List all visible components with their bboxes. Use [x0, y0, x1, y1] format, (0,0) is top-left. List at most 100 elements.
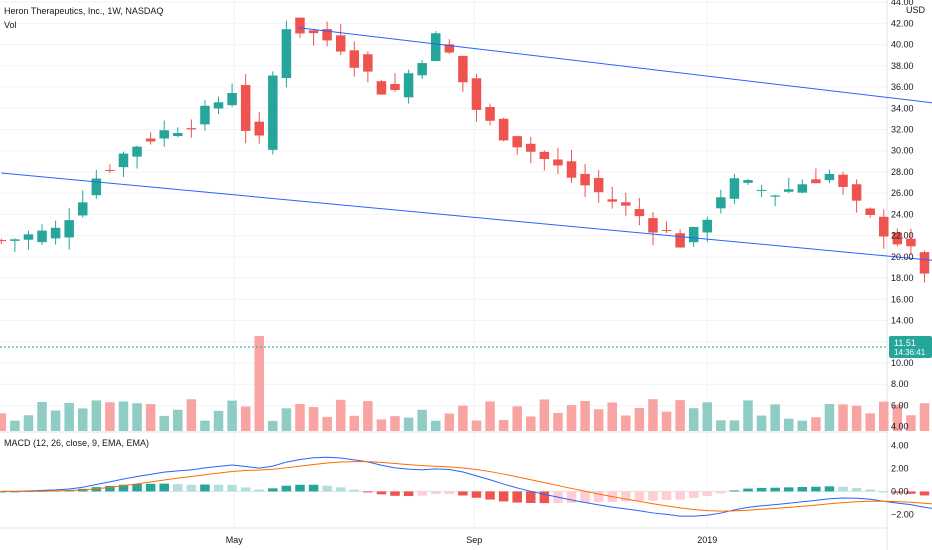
candle-body — [254, 121, 265, 136]
bar-countdown: 14:36:41 — [894, 348, 926, 357]
candle-body — [403, 73, 414, 98]
candle-body — [417, 63, 427, 76]
candle-body — [322, 29, 332, 41]
candle-body — [37, 230, 47, 243]
volume-bar — [268, 420, 278, 431]
macd-histogram-bar — [770, 487, 780, 492]
volume-bar — [132, 403, 142, 431]
candle-body — [390, 83, 400, 91]
candle-body — [430, 33, 441, 62]
trendline-upper — [297, 27, 932, 104]
volume-bar — [335, 399, 346, 431]
volume-bar — [485, 401, 495, 431]
volume-bar — [526, 416, 536, 431]
candle-body — [349, 50, 360, 68]
volume-bar — [607, 402, 617, 431]
price-tick-label: 38.00 — [891, 61, 914, 71]
macd-tick-label: 2.00 — [891, 464, 909, 474]
candle-body — [553, 159, 563, 166]
volume-bar — [213, 410, 224, 431]
volume-bar — [783, 418, 794, 431]
candle-body — [173, 133, 183, 137]
candle-body — [227, 93, 237, 106]
candle-body — [91, 178, 102, 196]
volume-bar — [64, 402, 74, 431]
candle-body — [661, 230, 672, 232]
macd-histogram-bar — [526, 491, 536, 504]
macd-histogram-bar — [621, 491, 631, 502]
candle-body — [50, 227, 61, 239]
price-tick-label: 44.00 — [891, 0, 914, 7]
macd-histogram-bar — [634, 491, 645, 501]
price-tick-label: 20.00 — [891, 252, 914, 262]
candle-body — [648, 218, 658, 233]
macd-tick-label: 0.00 — [891, 486, 909, 496]
candle-body — [824, 173, 835, 181]
volume-bar — [105, 402, 115, 431]
candle-body — [118, 153, 129, 168]
macd-histogram-bar — [145, 483, 156, 492]
candle-body — [607, 199, 617, 202]
candle-body — [145, 138, 156, 142]
macd-histogram-bar — [797, 486, 808, 492]
macd-histogram-bar — [132, 484, 142, 492]
candles — [0, 17, 930, 348]
macd-histogram-bar — [200, 484, 210, 492]
macd-label: MACD (12, 26, close, 9, EMA, EMA) — [4, 438, 149, 448]
macd-histogram-bar — [417, 491, 427, 496]
macd-histogram-bar — [485, 491, 495, 500]
macd-histogram-bar — [580, 491, 590, 503]
volume-bar — [186, 399, 197, 431]
candle-body — [811, 179, 821, 184]
macd-histogram-bar — [675, 491, 685, 500]
candle-body — [621, 202, 631, 206]
signal-line — [1, 461, 932, 512]
volume-bar — [145, 404, 156, 431]
candle-body — [0, 240, 7, 242]
macd-histogram-bar — [471, 491, 482, 498]
macd-histogram-bar — [281, 485, 292, 492]
price-tick-label: 10.00 — [891, 358, 914, 368]
volume-bar — [566, 405, 577, 431]
volume-bar — [363, 401, 373, 431]
volume-bar — [78, 408, 88, 431]
price-tick-label: 4.00 — [891, 422, 909, 432]
candle-body — [634, 209, 645, 217]
volume-bar — [716, 420, 726, 431]
candle-body — [566, 161, 577, 178]
macd-histogram-bar — [240, 487, 251, 492]
macd-histogram-bar — [213, 484, 224, 492]
macd-histogram-bar — [227, 484, 237, 492]
volume-bar — [661, 411, 672, 431]
volume-bar — [430, 420, 441, 431]
candle-body — [838, 174, 848, 187]
candle-body — [105, 169, 115, 171]
volume-bar — [349, 415, 360, 431]
price-tick-label: 36.00 — [891, 82, 914, 92]
volume-bar — [553, 412, 563, 431]
macd-histogram-bar — [539, 491, 550, 504]
candle-body — [240, 85, 251, 131]
volume-bar — [295, 404, 305, 431]
volume-bar — [756, 415, 767, 431]
volume-bar — [498, 419, 509, 431]
volume-bar — [743, 400, 753, 431]
candle-body — [498, 118, 509, 141]
price-tick-label: 34.00 — [891, 103, 914, 113]
candle-body — [281, 29, 292, 79]
volume-bar — [281, 408, 292, 431]
candle-body — [308, 30, 319, 34]
macd-histogram-bar — [458, 491, 468, 496]
price-axis[interactable]: 4.006.008.0010.0012.0014.0016.0018.0020.… — [891, 0, 914, 432]
macd-histogram-bar — [879, 491, 889, 493]
macd-histogram-bar — [851, 487, 862, 492]
candle-body — [879, 216, 889, 237]
macd-histogram-bar — [308, 484, 319, 492]
volume-bar — [892, 404, 903, 431]
last-price-badge: 11.51 14:36:41 — [889, 335, 932, 358]
volume-bar — [797, 420, 808, 431]
macd-histogram-bar — [403, 491, 414, 497]
macd-histogram-bar — [906, 491, 916, 494]
volume-bar — [919, 403, 930, 431]
macd-axis[interactable]: 4.00 2.00 0.00 −2.00 — [891, 441, 914, 520]
